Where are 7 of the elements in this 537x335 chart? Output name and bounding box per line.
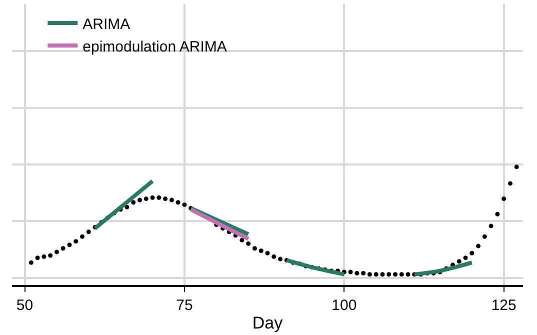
x-tick-label: 100 [332, 296, 357, 314]
legend-label: ARIMA [82, 16, 130, 33]
x-tick-label: 50 [16, 296, 34, 314]
x-tick-label: 75 [176, 296, 193, 314]
x-axis-title: Day [252, 314, 284, 333]
legend-label: epimodulation ARIMA [82, 38, 227, 56]
x-tick-label: 125 [491, 296, 516, 314]
